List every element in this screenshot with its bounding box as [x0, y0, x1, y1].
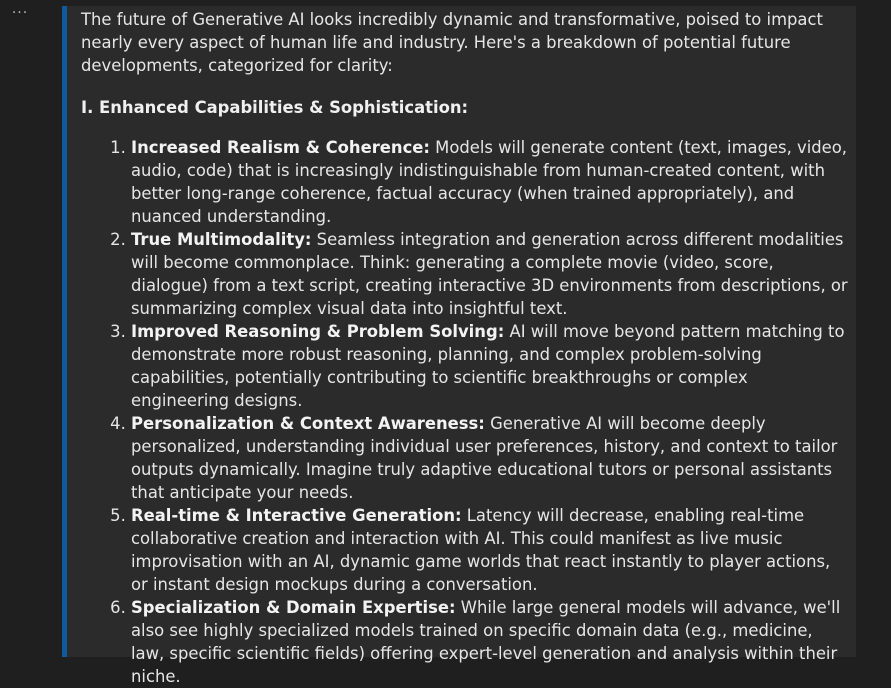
list-item-title: Improved Reasoning & Problem Solving:: [131, 322, 505, 341]
list-item: Real-time & Interactive Generation: Late…: [131, 504, 848, 596]
more-options-icon[interactable]: ···: [11, 5, 29, 21]
intro-paragraph: The future of Generative AI looks incred…: [81, 10, 823, 75]
list-item-text: Seamless integration and generation acro…: [131, 230, 848, 318]
list-item-text: Models will generate content (text, imag…: [131, 138, 848, 226]
capabilities-list: Increased Realism & Coherence: Models wi…: [81, 136, 848, 688]
list-item-text: Generative AI will become deeply persona…: [131, 414, 838, 502]
list-item-text: Latency will decrease, enabling real-tim…: [131, 506, 831, 594]
list-item-title: Increased Realism & Coherence:: [131, 138, 430, 157]
list-item: Personalization & Context Awareness: Gen…: [131, 412, 848, 504]
list-item-title: Personalization & Context Awareness:: [131, 414, 485, 433]
list-item-title: True Multimodality:: [131, 230, 312, 249]
list-item: True Multimodality: Seamless integration…: [131, 228, 848, 320]
response-message-panel: The future of Generative AI looks incred…: [62, 6, 856, 686]
list-item-text: AI will move beyond pattern matching to …: [131, 322, 845, 410]
list-item-title: Real-time & Interactive Generation:: [131, 506, 462, 525]
list-item-title: Specialization & Domain Expertise:: [131, 598, 456, 617]
list-item: Improved Reasoning & Problem Solving: AI…: [131, 320, 848, 412]
list-item: Increased Realism & Coherence: Models wi…: [131, 136, 848, 228]
list-item: Specialization & Domain Expertise: While…: [131, 596, 848, 688]
message-content: The future of Generative AI looks incred…: [81, 8, 848, 688]
section-heading: I. Enhanced Capabilities & Sophisticatio…: [81, 98, 469, 117]
